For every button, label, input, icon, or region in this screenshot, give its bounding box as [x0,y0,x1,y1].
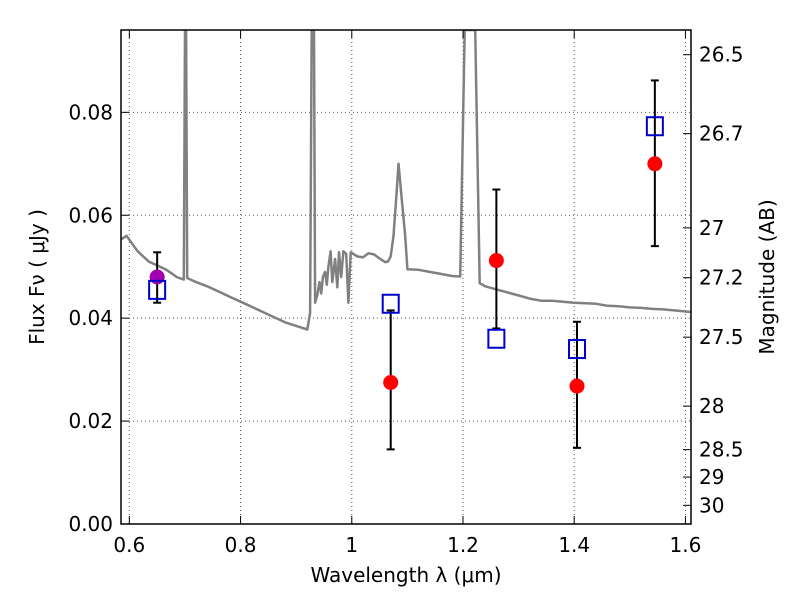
x-tick-label: 0.8 [225,533,257,557]
y-axis-label: Flux Fν ( μJy ) [25,209,49,345]
model-photometry-square [381,293,400,314]
model-photometry-square [487,328,506,349]
plot-frame [120,29,692,525]
data-points [148,79,664,451]
magnitude-tick-label: 29 [699,465,724,489]
x-tick-label: 1.2 [447,533,479,557]
magnitude-tick-label: 28.5 [699,438,744,462]
model-spectrum-line [121,30,691,331]
magnitude-axis-label: Magnitude (AB) [755,199,779,354]
axis-ticks: 0.6 0.8 1 1.2 1.4 1.6 0.00 0.02 0.04 0.06 0.08 26.5… [68,30,744,557]
magnitude-tick-label: 27.5 [699,325,744,349]
magnitude-tick-label: 28 [699,394,724,418]
magnitude-tick-label: 27 [699,216,724,240]
y-tick-label: 0.00 [68,512,113,536]
observed-point [569,378,585,394]
magnitude-tick-label: 26.5 [699,43,744,67]
y-tick-label: 0.08 [68,100,113,124]
magnitude-tick-label: 27.2 [699,266,744,290]
model-photometry-square [645,116,664,137]
optical-point [149,269,165,285]
y-tick-label: 0.02 [68,409,113,433]
x-tick-label: 1.6 [670,533,702,557]
y-tick-label: 0.06 [68,203,113,227]
grid [121,30,691,524]
magnitude-tick-label: 26.7 [699,122,744,146]
x-tick-label: 0.6 [113,533,145,557]
magnitude-tick-label: 30 [699,493,724,517]
observed-point [488,253,504,269]
x-tick-label: 1 [345,533,358,557]
x-tick-label: 1.4 [558,533,590,557]
model-photometry-square [148,279,167,300]
observed-point [647,156,663,172]
y-tick-label: 0.04 [68,306,113,330]
plot-area [121,30,691,331]
model-photometry-square [568,339,586,360]
observed-point [383,374,399,390]
x-axis-label: Wavelength λ (μm) [310,563,501,587]
